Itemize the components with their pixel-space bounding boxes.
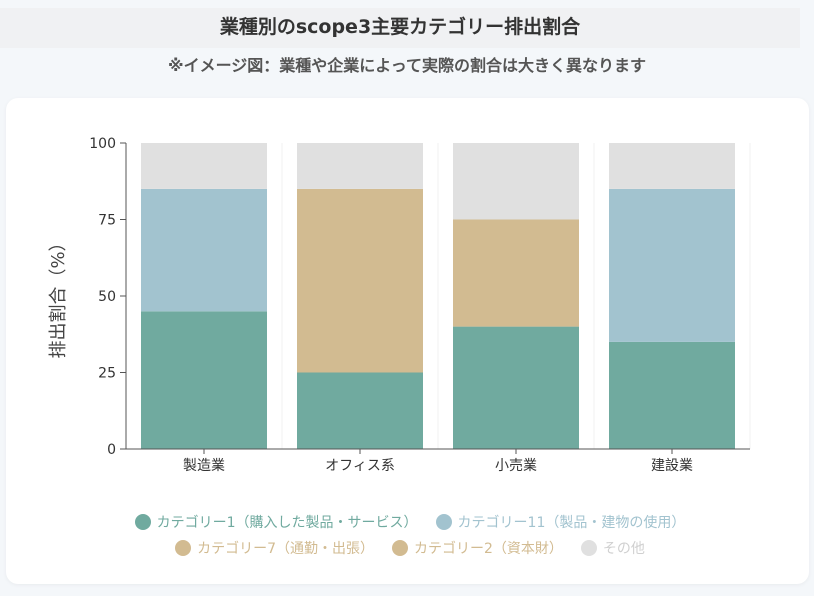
chart-subtitle: ※イメージ図：業種や企業によって実際の割合は大きく異なります <box>168 56 646 75</box>
legend-label: カテゴリー1（購入した製品・サービス） <box>156 515 418 531</box>
legend-swatch <box>580 540 597 556</box>
legend-swatch <box>175 540 192 556</box>
y-tick-label: 100 <box>89 136 116 152</box>
x-tick-label: 小売業 <box>495 458 537 474</box>
axes: 製造業 オフィス系 小売業 建設業 0 25 50 75 100 <box>89 136 750 474</box>
y-axis-label: 排出割合（%） <box>48 233 69 358</box>
legend-swatch <box>392 540 408 556</box>
legend-item[interactable]: カテゴリー2（資本財） <box>392 538 563 558</box>
bar-segment <box>453 326 579 449</box>
bar-segment <box>453 219 579 327</box>
bar-segment <box>453 143 579 220</box>
legend-swatch <box>435 514 452 530</box>
x-tick-label: オフィス系 <box>325 458 395 474</box>
bar-segment <box>141 311 267 449</box>
title-band <box>0 8 800 48</box>
bar-segment <box>297 143 423 189</box>
x-tick-label: 製造業 <box>183 458 225 474</box>
legend-label: カテゴリー11（製品・建物の使用） <box>457 515 686 531</box>
y-tick-label: 25 <box>98 366 116 382</box>
legend-swatch <box>134 514 151 530</box>
legend: カテゴリー1（購入した製品・サービス） カテゴリー11（製品・建物の使用） カテゴリ… <box>70 512 750 558</box>
legend-label: その他 <box>602 541 645 557</box>
x-tick-label: 建設業 <box>651 458 693 474</box>
bar-segment <box>297 372 423 449</box>
legend-item[interactable]: カテゴリー11（製品・建物の使用） <box>435 512 686 532</box>
bar-segment <box>141 143 267 189</box>
legend-label: カテゴリー2（資本財） <box>414 541 563 557</box>
bar-segment <box>609 188 735 342</box>
y-tick-label: 50 <box>98 289 116 305</box>
y-tick-label: 75 <box>98 213 116 229</box>
y-tick-label: 0 <box>107 442 116 458</box>
legend-label: カテゴリー7（通勤・出張） <box>197 541 374 557</box>
bar-segment <box>609 143 735 189</box>
bars <box>141 143 735 449</box>
bar-segment <box>609 341 735 449</box>
legend-item[interactable]: カテゴリー7（通勤・出張） <box>175 538 374 558</box>
bar-segment <box>141 188 267 312</box>
bar-segment <box>297 188 423 373</box>
legend-item[interactable]: その他 <box>580 538 645 558</box>
chart-title: 業種別のscope3主要カテゴリー排出割合 <box>219 16 581 38</box>
legend-item[interactable]: カテゴリー1（購入した製品・サービス） <box>134 512 418 532</box>
